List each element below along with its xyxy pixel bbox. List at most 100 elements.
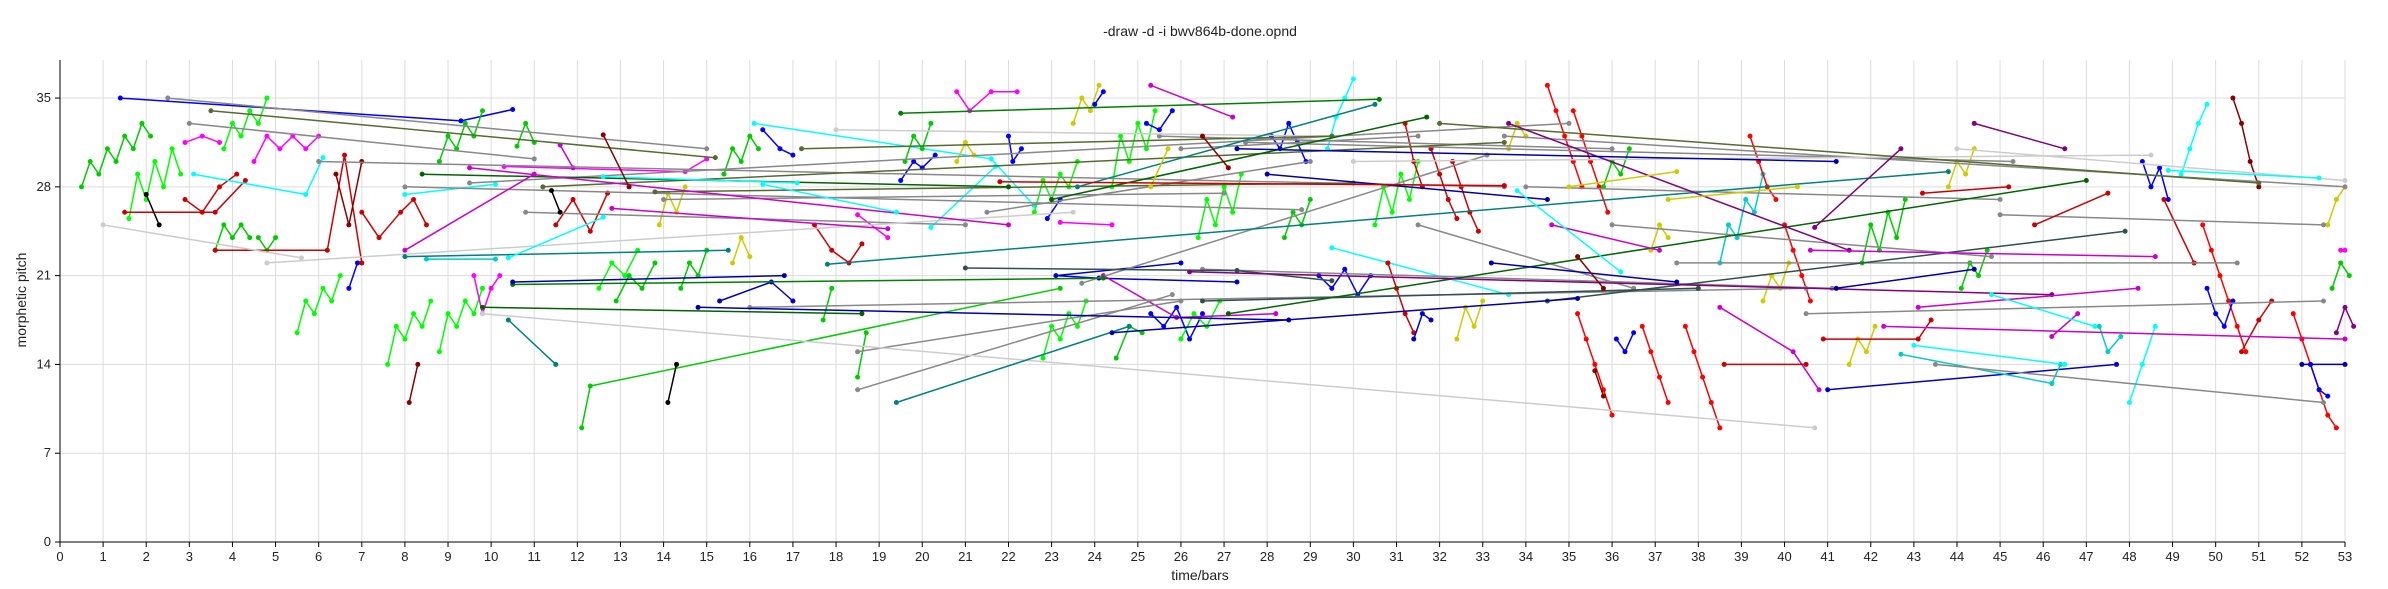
- x-tick-label: 50: [2208, 549, 2222, 564]
- data-point: [587, 383, 593, 389]
- data-point: [855, 387, 861, 393]
- y-tick-label: 35: [37, 90, 51, 105]
- series-line: [2098, 326, 2122, 353]
- data-point: [1812, 425, 1818, 431]
- series-line: [2201, 224, 2247, 352]
- data-point: [1863, 349, 1869, 355]
- series-line: [813, 224, 863, 264]
- data-point: [1575, 311, 1581, 317]
- data-point: [1148, 82, 1154, 88]
- x-tick-label: 30: [1346, 549, 1360, 564]
- data-point: [1350, 76, 1356, 82]
- series-50: [1057, 219, 1115, 228]
- data-point: [411, 197, 417, 203]
- series-line: [1947, 148, 1975, 188]
- data-point: [1945, 184, 1951, 190]
- data-point: [1057, 171, 1063, 177]
- data-point: [1575, 295, 1581, 301]
- x-tick-label: 3: [186, 549, 193, 564]
- data-point: [2165, 167, 2171, 173]
- data-point: [1592, 368, 1598, 374]
- data-point: [855, 349, 861, 355]
- data-point: [1945, 169, 1951, 175]
- series-line: [1806, 300, 2324, 315]
- data-point: [553, 222, 559, 228]
- series-line: [762, 183, 897, 213]
- data-point: [730, 146, 736, 152]
- data-point: [2342, 184, 2348, 190]
- data-point: [480, 108, 486, 114]
- series-line: [2180, 104, 2208, 175]
- data-point: [781, 273, 787, 279]
- x-axis-ticks: 0 1 2 3 4 5 6 7 8 9 10 11 12 13 14 15 16 17 18 19 20 21 22 23 24…: [56, 542, 2352, 564]
- series-line: [2163, 199, 2195, 264]
- data-point: [2208, 247, 2214, 253]
- series-145: [1544, 228, 2128, 304]
- series-line: [1568, 170, 1677, 188]
- data-point: [2346, 273, 2352, 279]
- series-line: [335, 161, 363, 226]
- series-75: [1575, 311, 1615, 418]
- data-point: [1898, 146, 1904, 152]
- series-line: [1051, 116, 1427, 201]
- series-49: [1092, 89, 1106, 107]
- series-129: [1803, 298, 2326, 317]
- data-point: [510, 279, 516, 285]
- series-line: [508, 216, 604, 259]
- data-point: [1674, 169, 1680, 175]
- data-point: [454, 323, 460, 329]
- series-197: [665, 361, 680, 405]
- data-point: [2118, 334, 2124, 340]
- data-point: [1514, 188, 1520, 194]
- series-169: [2049, 311, 2081, 340]
- series-160: [1971, 120, 2068, 152]
- series-0: [117, 95, 516, 124]
- series-line: [835, 129, 1332, 137]
- data-point: [2200, 222, 2206, 228]
- series-126: [1523, 184, 2003, 203]
- x-tick-label: 14: [656, 549, 670, 564]
- x-tick-label: 0: [56, 549, 63, 564]
- data-point: [419, 171, 425, 177]
- data-point: [143, 191, 149, 197]
- data-point: [2139, 361, 2145, 367]
- series-142: [1437, 120, 2262, 186]
- series-101: [2239, 298, 2275, 355]
- data-point: [1618, 171, 1624, 177]
- data-point: [238, 133, 244, 139]
- series-54: [1143, 108, 1175, 133]
- x-tick-label: 48: [2122, 549, 2136, 564]
- series-198: [143, 191, 162, 228]
- data-point: [1057, 219, 1063, 225]
- data-point: [760, 181, 766, 187]
- series-83: [1760, 260, 1792, 304]
- series-48: [1070, 82, 1102, 126]
- series-56: [1178, 298, 1223, 342]
- data-point: [1200, 266, 1205, 272]
- data-point: [1501, 139, 1507, 145]
- series-4: [182, 171, 240, 215]
- series-line: [2168, 169, 2320, 179]
- data-point: [1329, 245, 1335, 251]
- series-line: [1594, 370, 1605, 397]
- data-point: [1049, 197, 1055, 203]
- data-point: [1631, 330, 1637, 336]
- series-165: [1549, 222, 1662, 253]
- series-line: [1387, 262, 1415, 334]
- series-85: [1717, 304, 1822, 393]
- data-point: [1445, 197, 1451, 203]
- data-point: [855, 374, 861, 380]
- series-108: [165, 95, 710, 152]
- series-line: [762, 129, 794, 156]
- series-27: [613, 260, 658, 304]
- data-point: [1299, 207, 1305, 213]
- series-line: [1267, 173, 1548, 201]
- data-point: [1566, 120, 1572, 126]
- data-point: [678, 285, 684, 291]
- data-point: [398, 209, 404, 215]
- data-point: [639, 285, 645, 291]
- data-point: [1549, 222, 1555, 228]
- series-line: [120, 97, 513, 122]
- data-point: [1174, 304, 1180, 310]
- series-line: [404, 183, 496, 196]
